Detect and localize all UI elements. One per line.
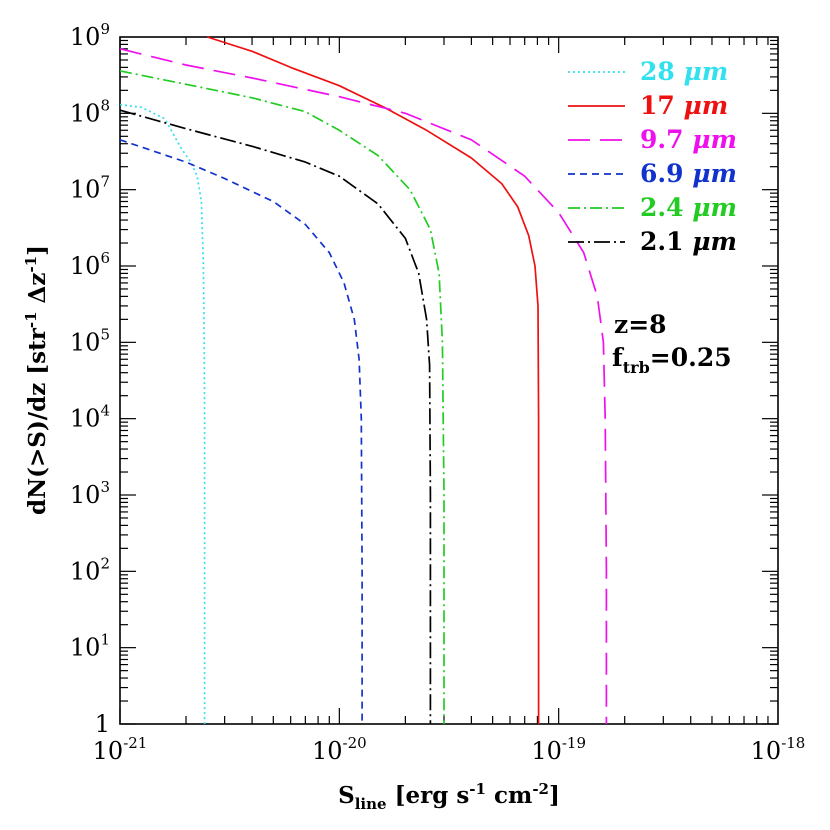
y-tick-label: 107 [70, 173, 110, 204]
series-lines [119, 36, 608, 724]
series-line-0 [119, 103, 206, 724]
plot-frame [119, 36, 779, 725]
y-axis-title: dN(>S)/dz [str-1 Δz-1] [22, 245, 51, 515]
legend-label: 6.9 μm [640, 159, 737, 188]
legend-label: 17 μm [640, 91, 728, 120]
x-tick-label: 10-20 [312, 734, 367, 765]
series-line-2 [119, 47, 608, 724]
y-tick-label: 105 [70, 325, 110, 356]
y-tick-label: 108 [70, 96, 110, 127]
x-axis-title: Sline [erg s-1 cm-2] [338, 780, 560, 813]
legend-label: 28 μm [640, 57, 728, 86]
y-tick-label: 103 [70, 478, 110, 509]
axis-ticks [119, 37, 778, 725]
annotation-redshift: z=8 [614, 310, 667, 339]
x-tick-labels: 10-21 10-20 10-19 10-18 [93, 734, 806, 765]
series-line-5 [119, 109, 432, 724]
y-tick-label: 1 [95, 710, 110, 738]
series-line-4 [119, 70, 445, 724]
series-line-1 [207, 36, 540, 724]
series-line-3 [119, 138, 363, 724]
legend-label: 2.4 μm [640, 193, 737, 222]
y-tick-label: 104 [70, 402, 110, 433]
y-tick-label: 109 [70, 20, 110, 51]
legend-label: 9.7 μm [640, 125, 737, 154]
y-tick-label: 102 [70, 554, 110, 585]
annotation-ftrb: ftrb=0.25 [612, 343, 732, 377]
x-tick-label: 10-19 [531, 734, 586, 765]
legend: 28 μm 17 μm 9.7 μm 6.9 μm 2.4 μm 2.1 μm [568, 57, 737, 256]
annotations: z=8 ftrb=0.25 [612, 310, 732, 377]
x-tick-label: 10-21 [93, 734, 148, 765]
x-tick-label: 10-18 [751, 734, 806, 765]
y-tick-labels: 1 101 102 103 104 105 106 107 108 109 [70, 20, 110, 738]
y-tick-label: 106 [70, 249, 110, 280]
legend-label: 2.1 μm [640, 227, 737, 256]
y-tick-label: 101 [70, 631, 110, 662]
